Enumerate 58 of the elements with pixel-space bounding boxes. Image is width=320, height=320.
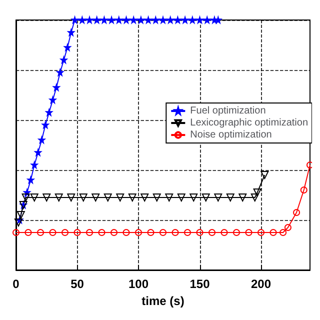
point: [226, 194, 234, 202]
point: [42, 194, 51, 202]
point: [160, 229, 166, 236]
x-tick-label: 200: [250, 277, 272, 291]
point: [258, 229, 264, 236]
point: [110, 229, 118, 236]
point: [233, 229, 240, 236]
legend-label: Noise optimization: [190, 130, 272, 140]
point: [152, 194, 161, 202]
point: [250, 194, 259, 202]
point: [220, 229, 228, 236]
point: [172, 229, 179, 236]
point: [245, 229, 252, 236]
x-tick-label: 50: [70, 277, 84, 291]
point: [284, 224, 292, 231]
point: [196, 229, 204, 236]
point: [67, 194, 76, 202]
point: [122, 229, 130, 236]
point: [184, 229, 191, 236]
point: [74, 229, 81, 236]
point: [177, 194, 186, 202]
point: [128, 194, 136, 202]
point: [30, 194, 38, 202]
point: [190, 194, 198, 202]
point: [208, 229, 216, 236]
point: [202, 194, 210, 202]
point: [260, 171, 269, 179]
point: [16, 211, 25, 219]
point: [24, 229, 32, 236]
x-tick-label: 100: [128, 277, 149, 291]
x-tick-label: 0: [12, 277, 20, 291]
legend-label: Fuel optimization: [190, 106, 266, 116]
point: [22, 194, 30, 202]
point: [280, 229, 287, 236]
point: [37, 229, 44, 236]
point: [62, 229, 68, 236]
point: [147, 229, 154, 236]
x-tick-label: 150: [190, 277, 210, 291]
point: [116, 194, 124, 202]
point: [54, 194, 63, 202]
point: [86, 229, 93, 236]
point: [14, 218, 22, 226]
point: [238, 194, 247, 202]
point: [165, 194, 174, 202]
point: [135, 229, 142, 236]
point: [140, 194, 149, 202]
point: [214, 194, 222, 202]
point: [300, 186, 308, 194]
x-axis-title: time (s): [142, 294, 184, 308]
point: [293, 209, 300, 216]
point: [98, 229, 106, 236]
point: [49, 229, 56, 236]
point: [270, 229, 277, 236]
legend-label: Lexicographic optimization: [190, 118, 308, 128]
point: [92, 194, 100, 202]
point: [79, 194, 88, 202]
point: [104, 194, 112, 202]
point: [253, 188, 262, 196]
